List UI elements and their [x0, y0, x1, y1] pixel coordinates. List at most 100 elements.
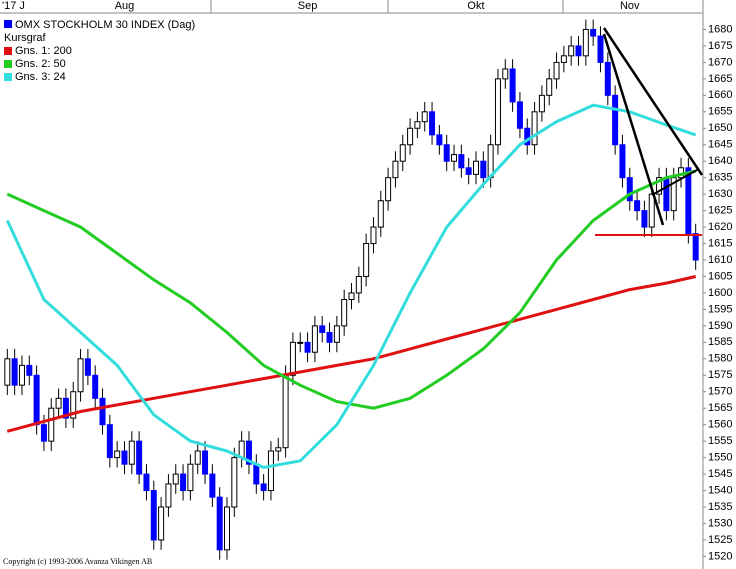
candle-body — [238, 440, 245, 459]
legend-swatch — [4, 47, 12, 55]
candle-body — [341, 299, 348, 327]
legend-label: Gns. 3: 24 — [15, 71, 66, 83]
y-tick-label: 1530 — [708, 517, 732, 529]
legend-label: Gns. 1: 200 — [15, 45, 72, 57]
candle-body — [399, 144, 406, 162]
y-tick-label: 1575 — [708, 369, 732, 381]
y-tick-label: 1605 — [708, 270, 732, 282]
legend-swatch — [4, 20, 12, 28]
trend-line — [602, 33, 665, 226]
y-tick-label: 1645 — [708, 139, 732, 151]
y-tick-label: 1640 — [708, 155, 732, 167]
candle-body — [377, 200, 384, 228]
candle-body — [546, 78, 553, 96]
candle-body — [538, 94, 545, 113]
x-tick-label: Nov — [620, 0, 640, 12]
candle-body — [392, 160, 399, 179]
candle-body — [494, 78, 501, 146]
candle-body — [260, 483, 267, 492]
x-tick-label: Okt — [467, 0, 484, 12]
candle-body — [560, 55, 567, 63]
candle-body — [656, 177, 663, 195]
moving-average — [6, 169, 697, 410]
y-tick-label: 1585 — [708, 336, 732, 348]
y-tick-label: 1655 — [708, 106, 732, 118]
candle-body — [370, 226, 377, 245]
y-tick-label: 1675 — [708, 40, 732, 52]
candle-body — [568, 45, 575, 57]
candle-body — [106, 424, 113, 459]
y-tick-label: 1610 — [708, 254, 732, 266]
candle-body — [18, 364, 25, 386]
y-tick-label: 1545 — [708, 468, 732, 480]
candle-body — [480, 160, 487, 179]
candle-body — [77, 358, 84, 393]
candle-body — [70, 391, 77, 419]
candle-body — [692, 233, 699, 261]
candle-body — [224, 506, 231, 551]
candle-body — [11, 358, 18, 386]
candle-body — [48, 407, 55, 442]
candle-body — [26, 364, 33, 376]
candle-body — [99, 397, 106, 426]
candle-body — [407, 127, 414, 146]
candle-body — [40, 424, 47, 442]
y-tick-label: 1565 — [708, 402, 732, 414]
candle-body — [612, 94, 619, 146]
candle-body — [355, 275, 362, 294]
candle-body — [670, 177, 677, 212]
candle-body — [531, 111, 538, 146]
y-tick-label: 1550 — [708, 452, 732, 464]
candle-body — [597, 35, 604, 63]
y-tick-label: 1580 — [708, 353, 732, 365]
plot-area — [4, 19, 699, 560]
candle-body — [180, 473, 187, 492]
candle-body — [436, 134, 443, 146]
y-tick-label: 1680 — [708, 23, 732, 35]
candle-body — [524, 127, 531, 146]
y-tick-label: 1590 — [708, 320, 732, 332]
trend-lines — [595, 27, 704, 236]
candle-body — [458, 154, 465, 169]
candle-body — [575, 45, 582, 57]
candle-body — [33, 374, 40, 426]
y-tick-label: 1570 — [708, 386, 732, 398]
candle-body — [553, 61, 560, 80]
candle-body — [297, 341, 304, 344]
candle-body — [685, 167, 692, 235]
candle-body — [194, 450, 201, 465]
y-tick-label: 1525 — [708, 534, 732, 546]
candle-body — [648, 193, 655, 228]
candle-body — [114, 450, 121, 459]
candle-body — [502, 68, 509, 80]
y-tick-label: 1630 — [708, 188, 732, 200]
candle-body — [165, 483, 172, 508]
candle-body — [282, 374, 289, 449]
y-tick-label: 1660 — [708, 89, 732, 101]
candle-body — [187, 463, 194, 492]
y-tick-label: 1635 — [708, 172, 732, 184]
candle-body — [172, 473, 179, 485]
candle-body — [209, 473, 216, 498]
legend-swatch — [4, 60, 12, 68]
candle-body — [333, 325, 340, 343]
candle-body — [289, 341, 296, 376]
candle-body — [150, 490, 157, 541]
candle-body — [136, 440, 143, 475]
y-tick-label: 1615 — [708, 237, 732, 249]
candle-body — [590, 28, 597, 37]
candle-body — [84, 358, 91, 376]
y-tick-label: 1540 — [708, 484, 732, 496]
legend-swatch — [4, 73, 12, 81]
candle-body — [414, 121, 421, 129]
candle-body — [451, 154, 458, 162]
candle-body — [363, 243, 370, 277]
candle-body — [202, 450, 209, 475]
y-tick-label: 1595 — [708, 303, 732, 315]
candle-body — [4, 358, 11, 386]
x-tick-label: Sep — [298, 0, 318, 12]
candle-body — [311, 325, 318, 353]
candle-body — [267, 450, 274, 492]
